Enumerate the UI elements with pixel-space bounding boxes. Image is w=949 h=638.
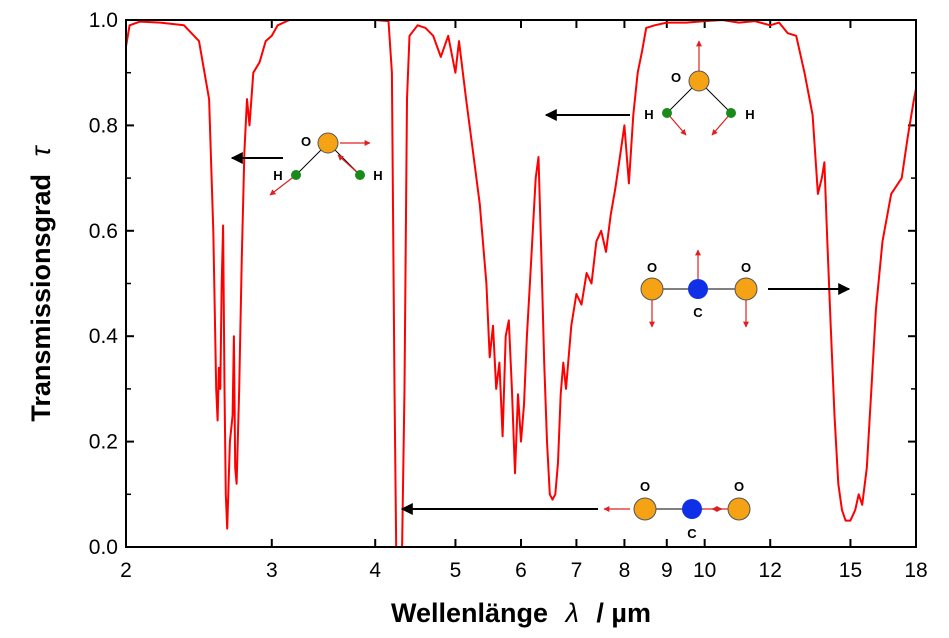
hydrogen-atom: [355, 170, 365, 180]
displacement-vector: [269, 174, 297, 196]
y-tick-label: 0.4: [89, 325, 119, 348]
x-tick-label: 4: [369, 559, 381, 582]
x-tick-label: 5: [450, 559, 462, 582]
atom-label-o: O: [301, 134, 311, 149]
atom-label-o: O: [741, 260, 751, 275]
h2o-bending-diagram: O H H: [544, 40, 755, 136]
x-tick-label: 7: [571, 559, 583, 582]
atom-label-h: H: [273, 168, 282, 183]
atom-label-c: C: [693, 305, 703, 320]
oxygen-atom: [317, 132, 339, 154]
atom-label-o: O: [640, 479, 650, 494]
x-axis-title-symbol: λ: [564, 598, 579, 628]
y-tick-label: 1.0: [89, 9, 118, 32]
y-axis-ticks: 0.0 0.2 0.4 0.6 0.8 1.0: [89, 9, 916, 559]
y-tick-label: 0.6: [89, 220, 118, 243]
hydrogen-atom: [291, 170, 301, 180]
x-tick-label: 8: [619, 559, 631, 582]
plot-frame: [125, 19, 917, 548]
oxygen-atom: [633, 497, 657, 521]
hydrogen-atom: [726, 108, 736, 118]
carbon-atom: [682, 499, 702, 519]
x-axis-title-main: Wellenlänge: [391, 598, 548, 628]
h2o-asymmetric-stretch-diagram: O H H: [230, 132, 383, 196]
oxygen-atom: [688, 70, 710, 92]
x-axis-title-unit: / µm: [596, 598, 651, 628]
atom-label-c: C: [687, 526, 697, 541]
x-tick-label: 10: [693, 559, 716, 582]
oxygen-atom: [734, 277, 758, 301]
x-tick-label: 9: [661, 559, 673, 582]
y-tick-label: 0.0: [89, 536, 118, 559]
transmission-line: [125, 19, 917, 548]
atom-label-h: H: [373, 168, 382, 183]
x-tick-label: 15: [839, 559, 862, 582]
atom-label-h: H: [745, 107, 754, 122]
y-axis-title: Transmissionsgrad τ: [26, 145, 56, 422]
x-tick-label: 2: [120, 559, 132, 582]
carbon-atom: [688, 279, 708, 299]
atom-label-h: H: [644, 107, 653, 122]
x-tick-label: 6: [515, 559, 527, 582]
x-axis-title: Wellenlänge λ / µm: [391, 598, 651, 628]
co2-asymmetric-stretch-diagram: O C O: [400, 479, 751, 541]
oxygen-atom: [727, 497, 751, 521]
x-tick-label: 3: [266, 559, 278, 582]
atom-label-o: O: [647, 260, 657, 275]
atom-label-o: O: [671, 70, 681, 85]
y-tick-label: 0.8: [89, 114, 118, 137]
svg-text:Transmissionsgrad τ: Transmissionsgrad τ: [26, 145, 56, 422]
y-axis-title-main: Transmissionsgrad: [26, 174, 56, 422]
co2-bending-diagram: O C O: [640, 249, 851, 328]
x-tick-label: 12: [759, 559, 782, 582]
hydrogen-atom: [662, 108, 672, 118]
x-tick-label: 18: [904, 559, 927, 582]
y-tick-label: 0.2: [89, 431, 118, 454]
oxygen-atom: [640, 277, 664, 301]
y-axis-title-symbol: τ: [26, 145, 56, 157]
atom-label-o: O: [734, 479, 744, 494]
